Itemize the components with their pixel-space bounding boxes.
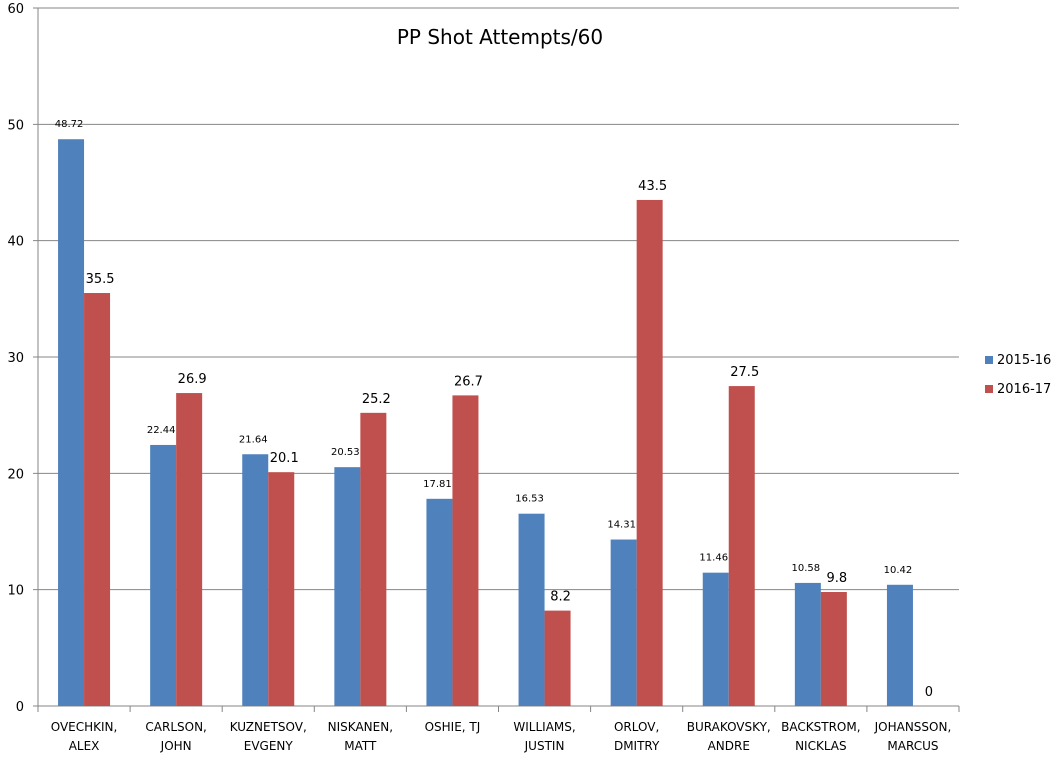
- bar-2015-16: [518, 513, 545, 706]
- legend-swatch: [985, 385, 993, 393]
- x-category-label: MATT: [344, 739, 377, 753]
- data-label: 11.46: [699, 553, 728, 564]
- data-label: 22.44: [147, 425, 176, 436]
- data-label: 48.72: [55, 119, 84, 130]
- bar-2015-16: [334, 467, 361, 706]
- x-category-label: NICKLAS: [795, 739, 847, 753]
- bar-2015-16: [886, 584, 913, 706]
- bar-2016-17: [268, 472, 295, 706]
- data-label: 8.2: [550, 590, 571, 605]
- data-label: 10.58: [792, 563, 821, 574]
- y-tick-label: 10: [7, 584, 24, 599]
- data-label: 43.5: [638, 179, 667, 194]
- y-tick-label: 20: [7, 467, 24, 482]
- bar-2016-17: [544, 610, 571, 706]
- bar-2015-16: [426, 498, 453, 706]
- y-tick-label: 50: [7, 118, 24, 133]
- x-category-label: JOHANSSON,: [874, 720, 952, 734]
- bar-2016-17: [84, 293, 111, 706]
- data-label: 26.7: [454, 374, 483, 389]
- bar-2015-16: [58, 139, 85, 706]
- y-tick-label: 0: [16, 700, 24, 715]
- bar-2015-16: [242, 454, 269, 706]
- bar-2016-17: [636, 199, 663, 706]
- data-label: 10.42: [884, 565, 913, 576]
- data-label: 25.2: [362, 392, 391, 407]
- x-category-label: DMITRY: [614, 739, 660, 753]
- x-category-label: JUSTIN: [524, 739, 565, 753]
- data-label: 27.5: [730, 365, 759, 380]
- x-category-label: CARLSON,: [145, 720, 206, 734]
- legend-label: 2015-16: [997, 353, 1051, 368]
- legend: 2015-16 2016-17: [985, 353, 1051, 397]
- bar-2016-17: [452, 395, 479, 706]
- x-category-label: ORLOV,: [614, 720, 659, 734]
- bar-2015-16: [610, 539, 637, 706]
- y-axis-ticks: 0 10 20 30 40 50 60: [7, 2, 24, 715]
- data-label: 35.5: [86, 272, 115, 287]
- data-label: 17.81: [423, 479, 452, 490]
- bar-2015-16: [150, 444, 177, 706]
- data-label: 14.31: [607, 520, 636, 531]
- data-label: 21.64: [239, 434, 268, 445]
- data-label: 20.53: [331, 447, 360, 458]
- x-category-label: KUZNETSOV,: [230, 720, 307, 734]
- data-label: 9.8: [827, 571, 848, 586]
- x-category-label: JOHN: [160, 739, 192, 753]
- chart-title: PP Shot Attempts/60: [397, 25, 603, 49]
- data-label: 16.53: [515, 494, 544, 505]
- legend-label: 2016-17: [997, 382, 1051, 397]
- bar-2015-16: [702, 572, 729, 706]
- x-axis: OVECHKIN, ALEX CARLSON, JOHN KUZNETSOV, EVGEN…: [37, 706, 960, 753]
- x-category-label: WILLIAMS,: [513, 720, 575, 734]
- x-category-label: MARCUS: [887, 739, 938, 753]
- data-label: 20.1: [270, 451, 299, 466]
- bar-2016-17: [176, 393, 203, 706]
- bar-2015-16: [794, 582, 821, 706]
- bars: [58, 139, 913, 706]
- x-category-label: EVGENY: [244, 739, 294, 753]
- legend-swatch: [985, 356, 993, 364]
- x-category-label: ALEX: [69, 739, 100, 753]
- bar-2016-17: [360, 412, 387, 706]
- x-category-label: BURAKOVSKY,: [687, 720, 771, 734]
- y-tick-label: 40: [7, 235, 24, 250]
- y-tick-label: 30: [7, 351, 24, 366]
- bar-2016-17: [728, 386, 755, 706]
- data-label: 0: [925, 685, 933, 700]
- y-tick-label: 60: [7, 2, 24, 17]
- x-category-label: NISKANEN,: [328, 720, 393, 734]
- bar-2016-17: [820, 591, 847, 706]
- x-category-label: ANDRE: [708, 739, 750, 753]
- data-label: 26.9: [178, 372, 207, 387]
- x-category-label: OSHIE, TJ: [425, 720, 481, 734]
- x-category-label: OVECHKIN,: [51, 720, 118, 734]
- x-category-label: BACKSTROM,: [781, 720, 860, 734]
